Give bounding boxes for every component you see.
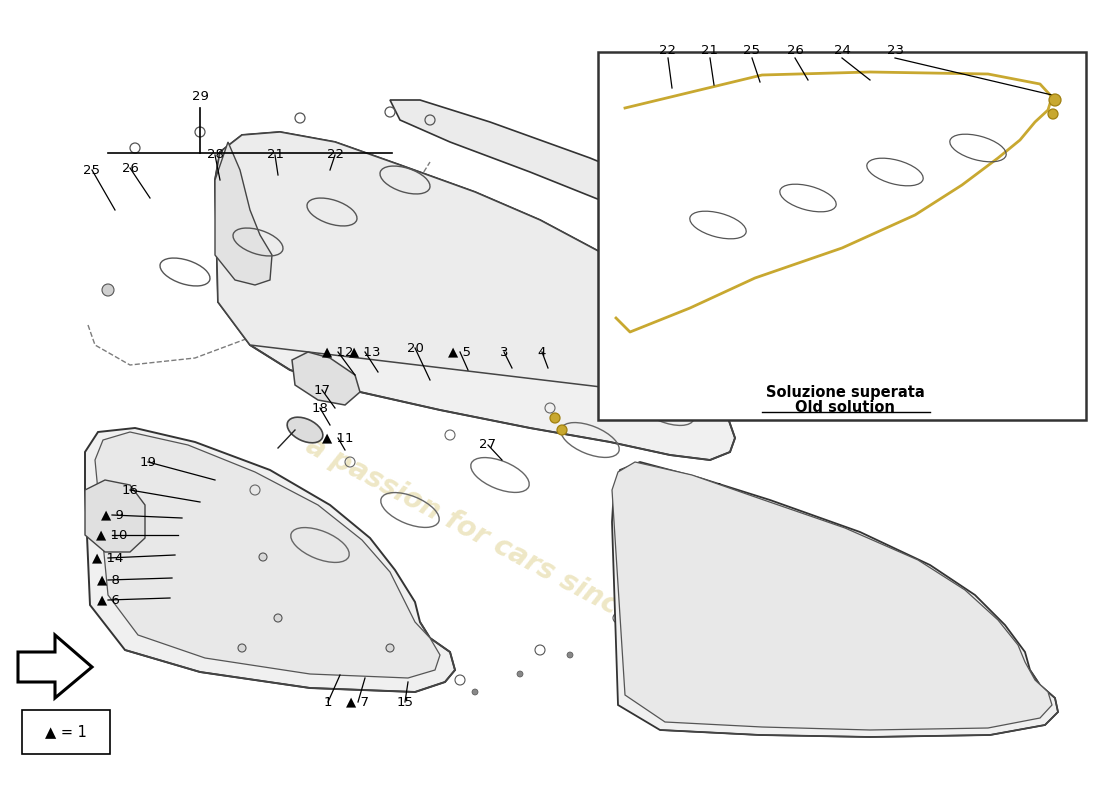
Polygon shape [85,480,145,552]
Polygon shape [612,462,1058,737]
Circle shape [258,553,267,561]
Text: 16: 16 [122,483,139,497]
Polygon shape [292,352,360,405]
Text: 19: 19 [140,455,156,469]
Text: ▲ 7: ▲ 7 [346,695,370,709]
Text: 21: 21 [266,149,284,162]
Text: 22: 22 [327,149,343,162]
Circle shape [472,689,478,695]
Circle shape [761,567,767,573]
Text: 20: 20 [407,342,424,354]
FancyBboxPatch shape [598,52,1086,420]
Polygon shape [18,635,92,698]
Polygon shape [214,142,272,285]
Text: 26: 26 [786,43,803,57]
Circle shape [557,425,566,435]
Text: 21: 21 [702,43,718,57]
Text: ▲ 7: ▲ 7 [701,503,724,517]
Text: ▲ 12: ▲ 12 [322,346,354,358]
Circle shape [617,632,623,638]
Text: ▲ 13: ▲ 13 [350,346,381,358]
Text: ▲ 6: ▲ 6 [698,482,722,494]
Text: ▲ 8: ▲ 8 [97,574,120,586]
Ellipse shape [287,417,322,443]
Text: ▲ 6: ▲ 6 [97,594,120,606]
Text: 1: 1 [323,695,332,709]
Text: ▲ 5: ▲ 5 [449,346,472,358]
Text: 25: 25 [84,163,100,177]
Text: 24: 24 [834,43,850,57]
Circle shape [386,644,394,652]
Text: 22: 22 [660,43,676,57]
Text: 18: 18 [311,402,329,414]
Text: 4: 4 [538,346,547,358]
Text: a passion for cars since: a passion for cars since [300,431,639,629]
Circle shape [238,644,246,652]
Circle shape [1049,94,1061,106]
Text: ▲ 9: ▲ 9 [100,509,123,522]
Text: ▲ 10: ▲ 10 [97,529,128,542]
Circle shape [517,671,522,677]
Polygon shape [390,100,820,295]
Circle shape [798,547,803,553]
Text: 3: 3 [499,346,508,358]
Text: ▲ = 1: ▲ = 1 [45,725,87,739]
Circle shape [717,589,723,595]
Polygon shape [214,132,735,460]
Text: 15: 15 [396,695,414,709]
Text: ▲ 11: ▲ 11 [322,431,354,445]
Text: Old solution: Old solution [795,401,895,415]
Text: 2: 2 [707,529,716,542]
Polygon shape [95,432,440,678]
Circle shape [102,284,114,296]
Circle shape [274,614,282,622]
Bar [22,710,110,754]
Polygon shape [85,428,455,692]
Text: 23: 23 [887,43,903,57]
Circle shape [1048,109,1058,119]
Polygon shape [612,462,1052,730]
Circle shape [566,652,573,658]
Text: 28: 28 [207,149,223,162]
Text: ▲ 14: ▲ 14 [92,551,123,565]
Text: 17: 17 [314,383,330,397]
Text: 27: 27 [480,438,496,451]
Circle shape [669,612,675,618]
Polygon shape [214,132,710,400]
Text: 29: 29 [191,90,208,103]
Text: 26: 26 [122,162,139,174]
Text: Soluzione superata: Soluzione superata [766,385,924,399]
Circle shape [550,413,560,423]
Text: 25: 25 [744,43,760,57]
